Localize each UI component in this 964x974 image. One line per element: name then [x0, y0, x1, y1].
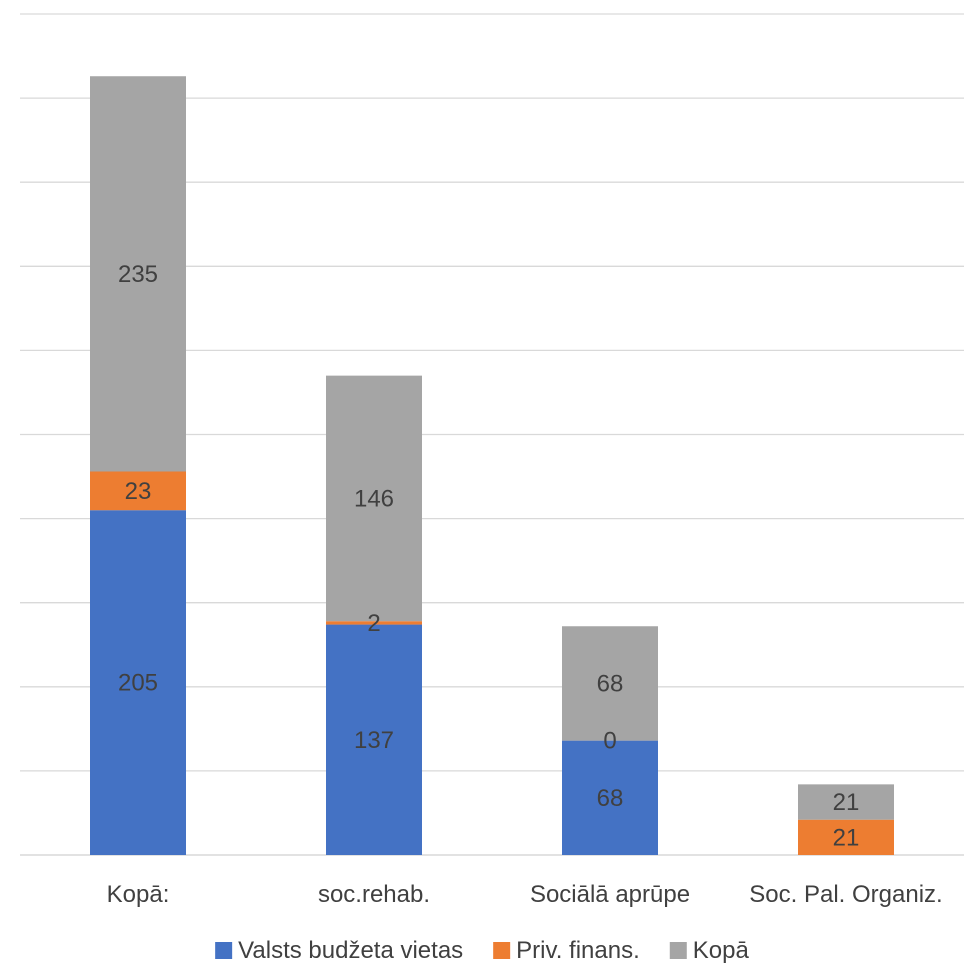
legend-item: Kopā [669, 937, 750, 964]
legend-item: Valsts budžeta vietas [215, 937, 463, 964]
bar-segment-3-2 [326, 375, 422, 622]
bar-segment-2-2 [326, 621, 422, 625]
bar-segment-3-4 [798, 784, 894, 820]
bar-segment-1-1 [90, 510, 186, 855]
legend-label: Valsts budžeta vietas [238, 937, 463, 964]
data-label: 21 [833, 824, 860, 851]
bar-segment-2-1 [90, 471, 186, 511]
legend: Valsts budžeta vietas Priv. finans. Kopā [215, 937, 749, 964]
data-label: 21 [833, 789, 860, 816]
x-tick-label: Soc. Pal. Organiz. [749, 881, 942, 908]
bar-segment-1-3 [562, 740, 658, 855]
x-tick-label: Kopā: [107, 881, 170, 908]
bar-segment-3-3 [562, 626, 658, 741]
bar-segment-2-4 [798, 819, 894, 855]
data-label: 68 [597, 670, 624, 697]
bars [90, 76, 894, 855]
data-label: 23 [125, 478, 152, 505]
legend-item: Priv. finans. [493, 937, 640, 964]
bar-segment-3-1 [90, 76, 186, 472]
data-labels: 205 23 235 137 2 146 68 0 68 21 21 [118, 261, 859, 851]
legend-swatch [493, 942, 511, 959]
legend-swatch [669, 942, 687, 959]
legend-label: Priv. finans. [516, 937, 640, 964]
bar-segment-1-2 [326, 624, 422, 855]
x-tick-label: Sociālā aprūpe [530, 881, 690, 908]
data-label: 2 [367, 610, 380, 637]
x-axis: Kopā: soc.rehab. Sociālā aprūpe Soc. Pal. O… [107, 881, 943, 908]
data-label: 137 [354, 727, 394, 754]
x-tick-label: soc.rehab. [318, 881, 430, 908]
legend-swatch [215, 942, 233, 959]
data-label: 205 [118, 670, 158, 697]
data-label: 235 [118, 261, 158, 288]
data-label: 0 [603, 728, 616, 755]
data-label: 146 [354, 485, 394, 512]
legend-label: Kopā [693, 937, 750, 964]
data-label: 68 [597, 785, 624, 812]
